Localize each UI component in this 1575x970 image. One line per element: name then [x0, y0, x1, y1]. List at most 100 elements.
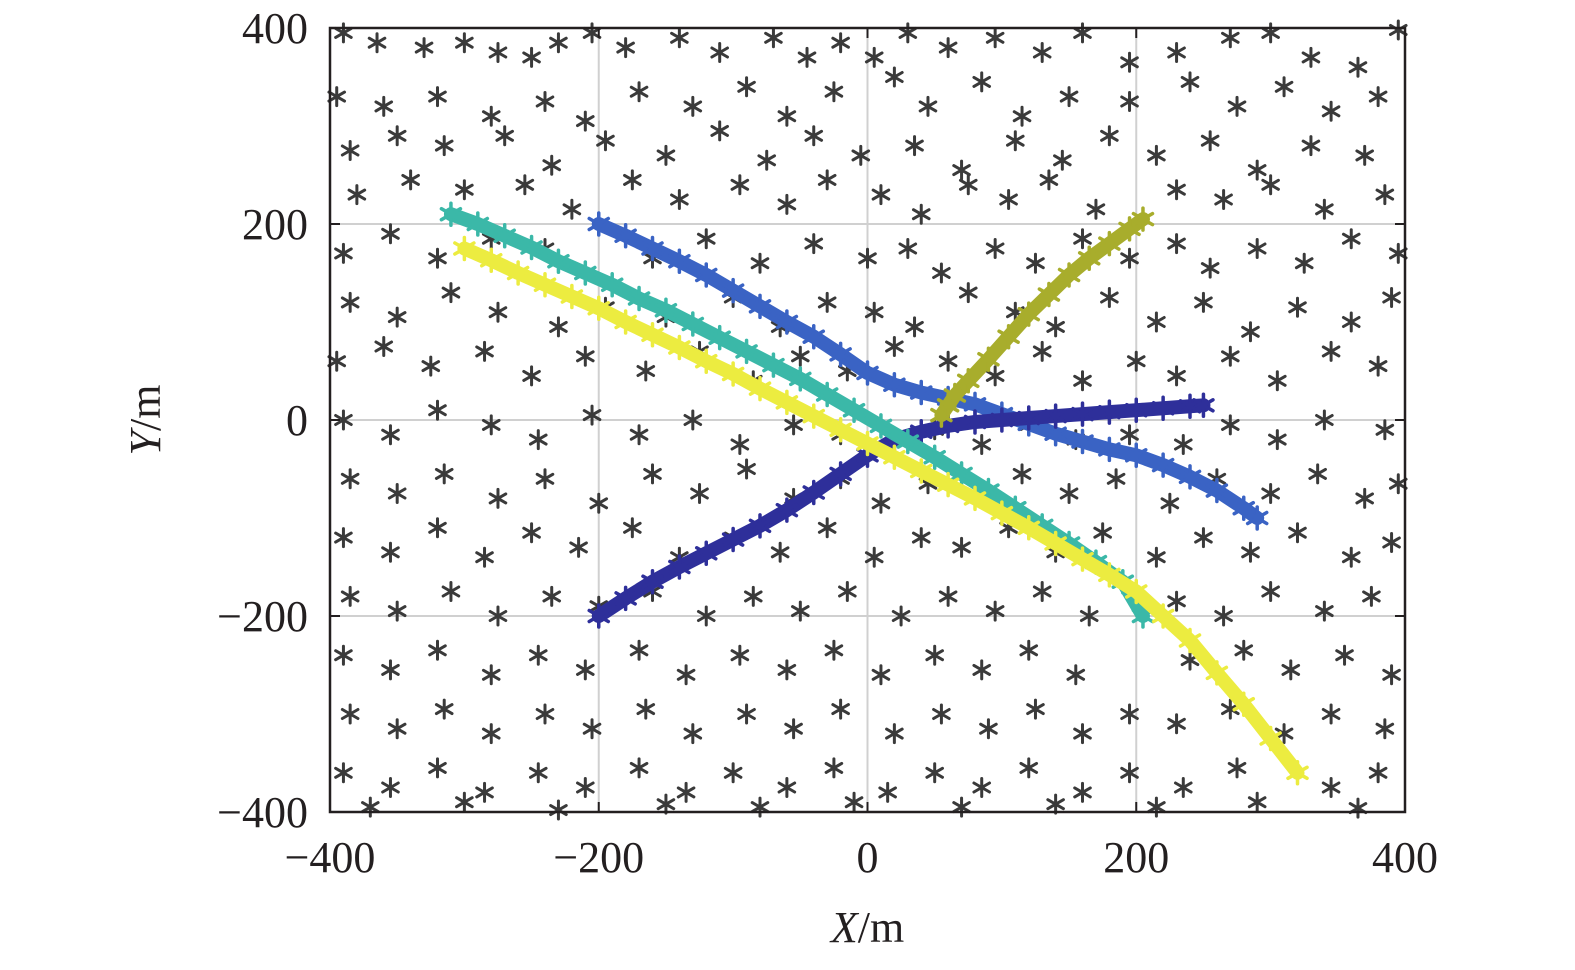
clutter-point — [764, 27, 783, 49]
track-point — [748, 513, 772, 539]
y-tick-label: −400 — [217, 788, 308, 837]
clutter-point — [1261, 174, 1280, 196]
x-axis-label: X/m — [829, 903, 904, 952]
clutter-point — [535, 468, 555, 490]
clutter-point — [340, 585, 360, 607]
clutter-point — [629, 81, 649, 103]
track-point — [533, 272, 557, 298]
track-point — [1232, 495, 1256, 521]
track-point — [1017, 515, 1041, 541]
clutter-point — [334, 242, 353, 264]
clutter-point — [535, 703, 555, 725]
clutter-point — [932, 703, 951, 725]
track-point — [909, 419, 933, 445]
clutter-point — [1012, 463, 1032, 485]
clutter-point — [838, 581, 857, 602]
clutter-point — [737, 76, 756, 98]
track-point — [479, 247, 503, 274]
track-point — [1259, 725, 1282, 752]
clutter-point — [824, 757, 844, 779]
clutter-point — [387, 125, 407, 147]
clutter-point — [488, 605, 508, 627]
clutter-point — [730, 434, 750, 455]
clutter-point — [817, 291, 837, 313]
clutter-point — [737, 458, 756, 480]
clutter-point — [958, 282, 978, 304]
clutter-point — [481, 723, 501, 745]
clutter-point — [905, 135, 924, 157]
clutter-point — [676, 664, 696, 686]
y-tick-label: 400 — [242, 4, 308, 53]
clutter-point — [985, 365, 1005, 387]
track-point — [694, 540, 718, 567]
clutter-point — [340, 140, 360, 161]
clutter-point — [1341, 311, 1361, 333]
axis-ticks — [329, 27, 1406, 813]
track-point — [641, 235, 664, 262]
track-point — [1071, 546, 1094, 572]
clutter-point — [1301, 46, 1321, 68]
clutter-point — [576, 659, 595, 681]
track-point — [963, 409, 987, 435]
clutter-point — [656, 144, 676, 166]
clutter-point — [481, 664, 501, 686]
clutter-point — [1093, 522, 1112, 544]
clutter-point — [784, 414, 803, 436]
clutter-point — [1274, 76, 1294, 98]
track-point — [1098, 399, 1121, 425]
track-series-1 — [587, 211, 1269, 531]
clutter-point — [1167, 713, 1186, 735]
clutter-point — [582, 718, 602, 740]
track-point — [547, 248, 570, 274]
clutter-point — [932, 262, 951, 284]
clutter-point — [831, 698, 850, 720]
clutter-point — [656, 793, 676, 815]
clutter-point — [1032, 340, 1052, 362]
clutter-point — [1341, 228, 1361, 250]
x-axis-unit: /m — [858, 903, 904, 952]
clutter-point — [387, 718, 407, 740]
clutter-point — [1120, 703, 1139, 725]
clutter-point — [972, 434, 992, 455]
track-point — [614, 585, 637, 612]
clutter-point — [885, 723, 904, 745]
clutter-point — [1167, 42, 1186, 63]
clutter-point — [347, 184, 367, 206]
y-axis-unit: /m — [121, 385, 170, 431]
clutter-point — [938, 350, 958, 372]
clutter-point — [737, 703, 756, 725]
track-point — [668, 554, 691, 580]
track-point — [1192, 392, 1215, 419]
clutter-point — [985, 600, 1005, 622]
y-tick-labels: −400 −200 0 200 400 — [217, 4, 308, 837]
track-point — [1124, 397, 1148, 423]
clutter-point — [683, 409, 703, 431]
clutter-point — [1073, 228, 1092, 250]
track-point — [748, 293, 772, 320]
track-point — [668, 334, 691, 361]
track-series-4 — [453, 235, 1309, 786]
clutter-point — [1227, 757, 1247, 779]
track-point — [775, 497, 799, 523]
clutter-point — [696, 605, 716, 627]
x-tick-label: 400 — [1372, 833, 1438, 882]
track-point — [842, 397, 866, 423]
clutter-point — [1355, 144, 1374, 166]
clutter-point — [428, 639, 447, 661]
clutter-point — [1368, 86, 1388, 108]
clutter-point — [952, 536, 971, 558]
clutter-point — [434, 698, 454, 720]
clutter-point — [488, 42, 508, 63]
clutter-point — [1160, 492, 1180, 514]
clutter-point — [1026, 252, 1045, 274]
clutter-point — [589, 492, 609, 514]
clutter-point — [481, 105, 501, 127]
clutter-point — [743, 585, 763, 607]
clutter-point — [1375, 184, 1395, 206]
clutter-point — [576, 110, 595, 132]
clutter-point — [1274, 723, 1294, 745]
track-point — [909, 379, 933, 406]
track-point — [802, 323, 826, 350]
clutter-point — [885, 66, 904, 88]
